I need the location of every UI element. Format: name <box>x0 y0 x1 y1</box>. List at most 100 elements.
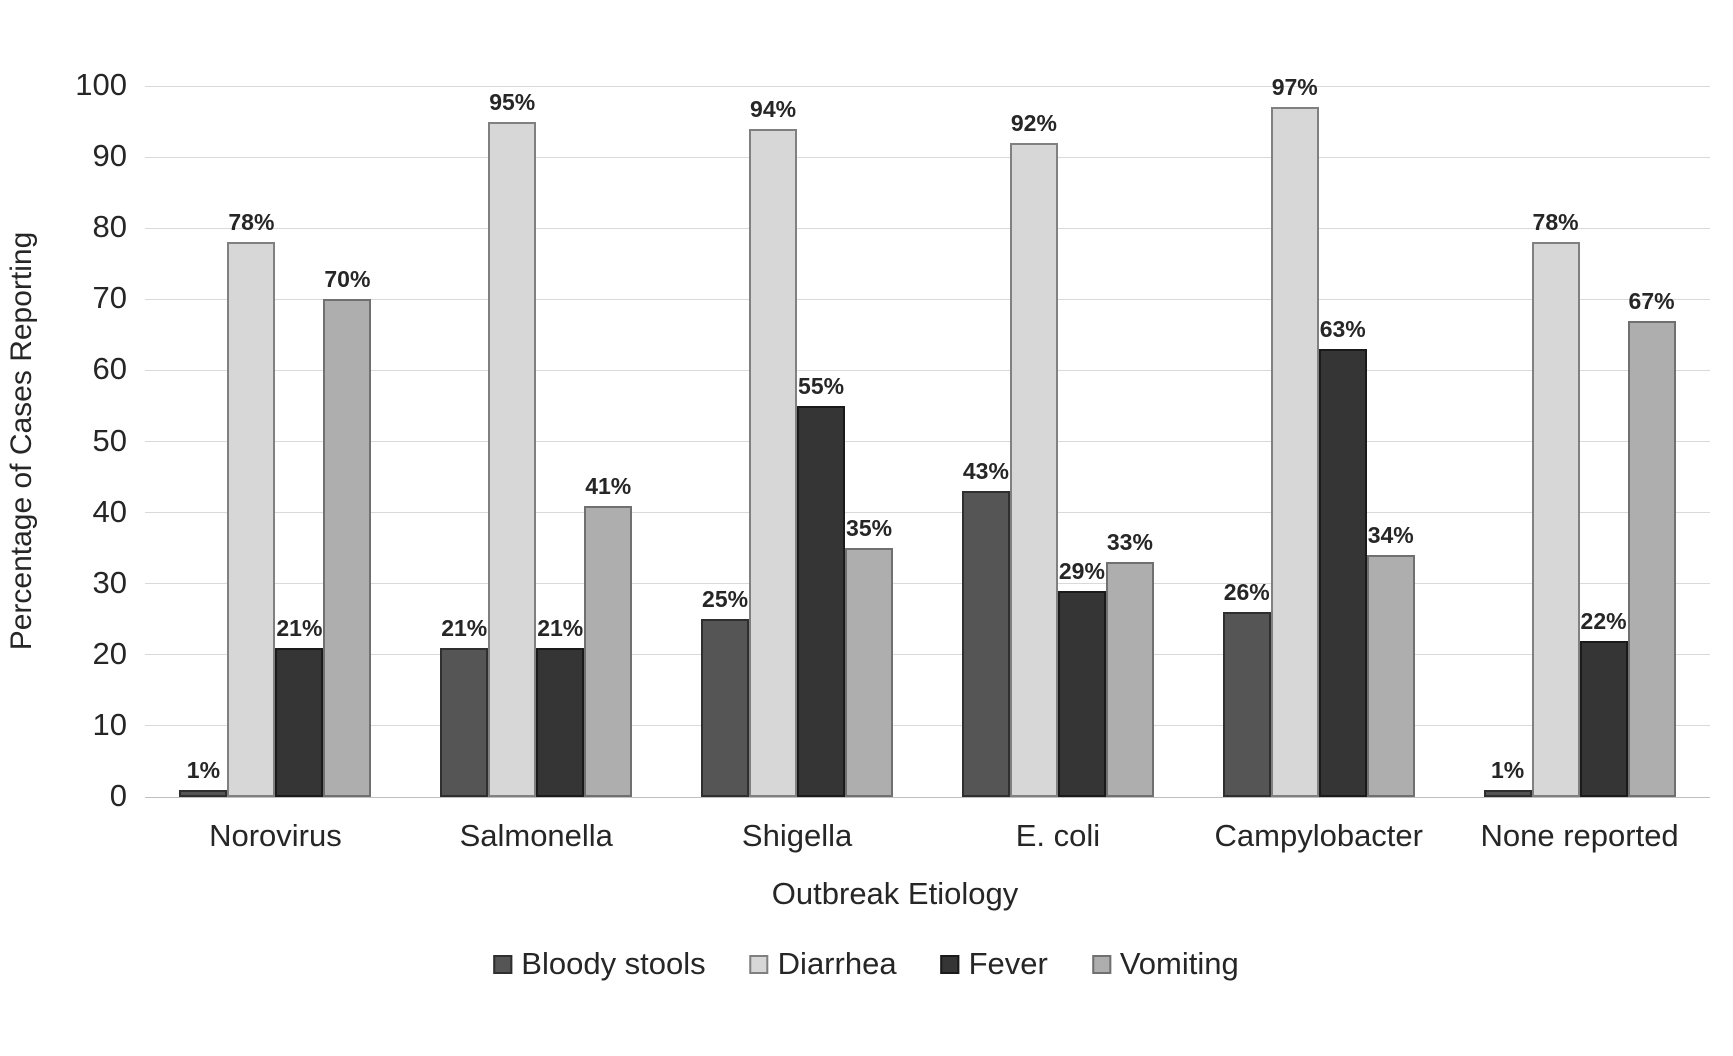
bar-diarrhea <box>1009 142 1058 797</box>
bar-vomiting <box>584 505 633 797</box>
bar-slot: 22% <box>1579 86 1628 797</box>
data-label: 63% <box>1319 316 1366 343</box>
legend-label: Vomiting <box>1119 946 1239 981</box>
bar-vomiting <box>1366 555 1415 797</box>
data-label: 35% <box>846 515 893 542</box>
legend-item-bloody-stools: Bloody stools <box>493 946 706 982</box>
bar-slot: 21% <box>536 86 585 797</box>
bar-diarrhea <box>1270 107 1319 797</box>
bar-slot: 94% <box>749 86 798 797</box>
legend-item-vomiting: Vomiting <box>1091 946 1239 982</box>
bar-vomiting <box>845 548 894 797</box>
bar-slot: 70% <box>323 86 372 797</box>
gridline-80 <box>145 227 1710 229</box>
data-label: 25% <box>702 586 749 613</box>
y-tick-label-70: 70 <box>92 280 127 316</box>
bar-slot: 95% <box>488 86 537 797</box>
gridline-90 <box>145 156 1710 158</box>
bar-slot: 1% <box>179 86 228 797</box>
category-label-norovirus: Norovirus <box>209 818 342 853</box>
data-label: 21% <box>537 614 584 641</box>
gridline-100 <box>145 85 1710 87</box>
data-label: 78% <box>228 209 275 236</box>
bar-bloody-stools <box>179 789 228 797</box>
data-label: 97% <box>1271 74 1318 101</box>
gridline-20 <box>145 654 1710 656</box>
bar-vomiting <box>1105 562 1154 797</box>
bar-fever <box>1579 640 1628 797</box>
data-label: 22% <box>1580 607 1627 634</box>
y-tick-label-30: 30 <box>92 564 127 600</box>
x-axis-title: Outbreak Etiology <box>771 876 1019 911</box>
data-label: 55% <box>798 372 845 399</box>
bar-fever <box>275 647 324 797</box>
bar-slot: 67% <box>1627 86 1676 797</box>
bar-vomiting <box>323 299 372 797</box>
data-label: 78% <box>1532 209 1579 236</box>
y-tick-label-80: 80 <box>92 209 127 245</box>
bar-diarrhea <box>749 128 798 797</box>
bar-slot: 43% <box>961 86 1010 797</box>
legend-item-diarrhea: Diarrhea <box>749 946 897 982</box>
legend-label: Fever <box>968 946 1048 981</box>
bar-slot: 26% <box>1222 86 1271 797</box>
data-label: 33% <box>1106 529 1153 556</box>
bar-slot: 97% <box>1270 74 1319 797</box>
data-label: 41% <box>585 472 632 499</box>
bar-group-salmonella: 21% 95% 21% 41% <box>440 86 633 797</box>
data-label: 70% <box>324 266 371 293</box>
y-tick-label-90: 90 <box>92 138 127 174</box>
bar-slot: 92% <box>1009 86 1058 797</box>
data-label: 67% <box>1628 287 1675 314</box>
category-label-campylobacter: Campylobacter <box>1214 818 1423 853</box>
bar-group-norovirus: 1% 78% 21% 70% <box>179 86 372 797</box>
bar-slot: 1% <box>1483 86 1532 797</box>
gridline-40 <box>145 512 1710 514</box>
data-label: 92% <box>1010 109 1057 136</box>
bar-slot: 33% <box>1105 86 1154 797</box>
bar-slot: 78% <box>1531 86 1580 797</box>
bar-bloody-stools <box>701 619 750 797</box>
data-label: 29% <box>1058 557 1105 584</box>
bar-diarrhea <box>227 242 276 797</box>
bar-group-campylobacter: 26% 97% 63% 34% <box>1222 74 1415 797</box>
bar-slot: 21% <box>440 86 489 797</box>
bar-slot: 41% <box>584 86 633 797</box>
y-tick-label-20: 20 <box>92 635 127 671</box>
bar-bloody-stools <box>1483 789 1532 797</box>
bar-slot: 29% <box>1057 86 1106 797</box>
bar-bloody-stools <box>961 491 1010 797</box>
bar-slot: 55% <box>797 86 846 797</box>
plot-area: 1% 78% 21% 70% 21% 95% 21% 41% 25% 94% 55% 35% 43% 92… <box>145 74 1710 798</box>
bar-group-shigella: 25% 94% 55% 35% <box>701 86 894 797</box>
bar-bloody-stools <box>1222 612 1271 797</box>
bar-vomiting <box>1627 320 1676 797</box>
gridline-60 <box>145 369 1710 371</box>
data-label: 26% <box>1223 579 1270 606</box>
gridline-50 <box>145 441 1710 442</box>
category-label-none-reported: None reported <box>1480 818 1679 853</box>
legend-label: Diarrhea <box>777 946 897 981</box>
legend-label: Bloody stools <box>521 946 706 981</box>
legend-marker-icon <box>493 954 513 974</box>
x-axis-line <box>145 796 1710 798</box>
bar-slot: 21% <box>275 86 324 797</box>
bar-diarrhea <box>488 121 537 797</box>
legend-marker-icon <box>940 954 960 974</box>
y-tick-label-100: 100 <box>75 67 127 102</box>
y-tick-label-60: 60 <box>92 351 127 387</box>
bar-bloody-stools <box>440 647 489 797</box>
legend: Bloody stools Diarrhea Fever Vomiting <box>493 946 1239 982</box>
category-label-shigella: Shigella <box>741 818 853 853</box>
bar-fever <box>536 647 585 797</box>
data-label: 21% <box>276 614 323 641</box>
data-label: 95% <box>489 88 536 115</box>
data-label: 43% <box>962 458 1009 485</box>
y-axis-title: Percentage of Cases Reporting <box>5 231 38 651</box>
bar-slot: 78% <box>227 86 276 797</box>
gridline-30 <box>145 583 1710 585</box>
bar-slot: 63% <box>1318 86 1367 797</box>
legend-item-fever: Fever <box>940 946 1048 982</box>
data-label: 21% <box>441 614 488 641</box>
